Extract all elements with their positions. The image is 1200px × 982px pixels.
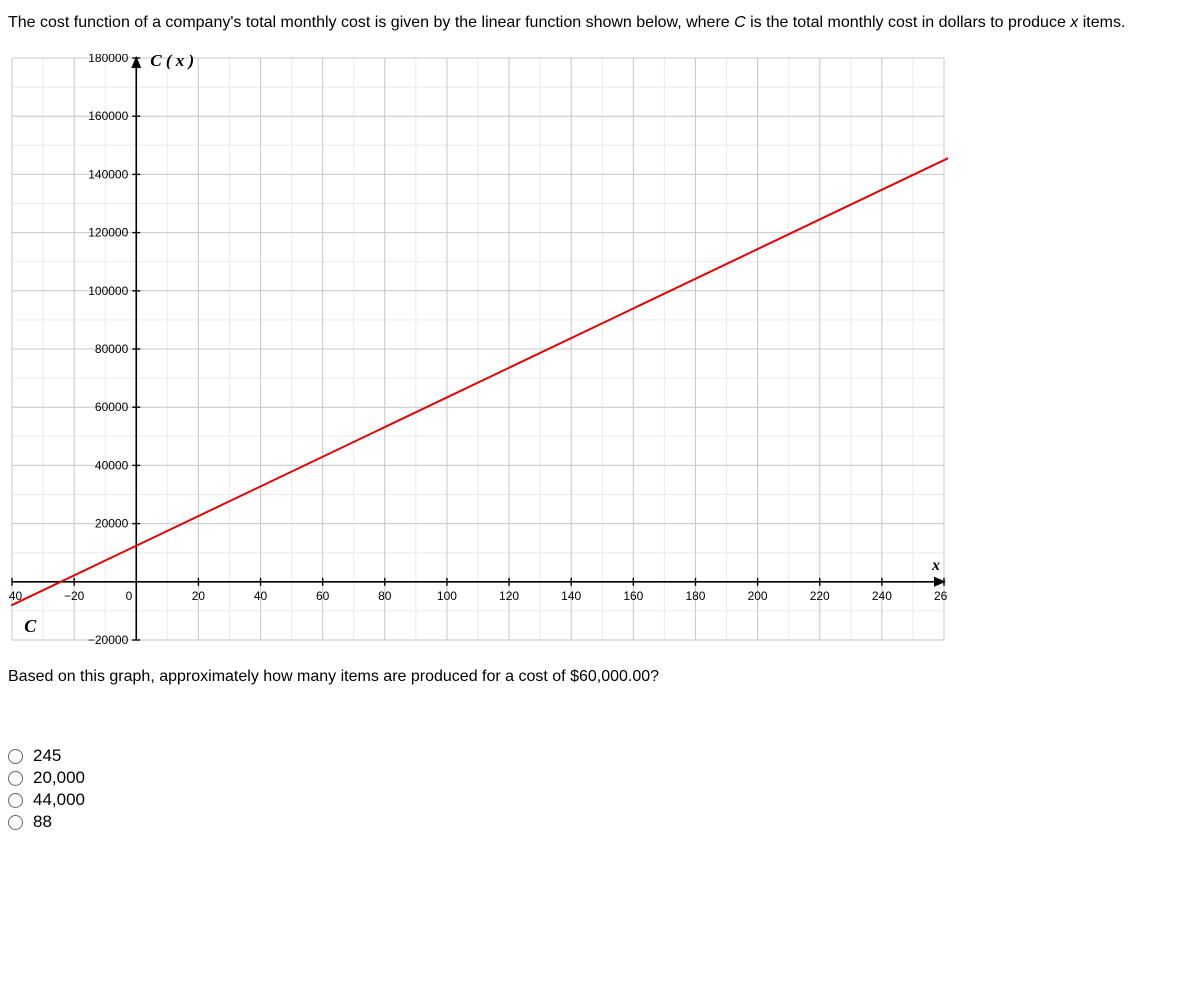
svg-text:20000: 20000: [95, 517, 129, 531]
svg-text:180: 180: [685, 589, 705, 603]
chart-svg: −40−200204060801001201401601802002202402…: [8, 54, 948, 644]
intro-text-1: The cost function of a company's total m…: [8, 14, 734, 31]
svg-text:240: 240: [872, 589, 892, 603]
svg-text:140: 140: [561, 589, 581, 603]
svg-text:x: x: [931, 557, 940, 574]
answer-options: 24520,00044,00088: [8, 746, 1192, 832]
svg-text:120: 120: [499, 589, 519, 603]
svg-text:220: 220: [810, 589, 830, 603]
svg-text:−20: −20: [64, 589, 85, 603]
radio-icon[interactable]: [8, 815, 23, 830]
option-label: 88: [33, 812, 52, 832]
svg-text:160000: 160000: [88, 110, 128, 124]
svg-text:260: 260: [934, 589, 948, 603]
intro-var-c: C: [734, 14, 746, 31]
answer-option[interactable]: 44,000: [8, 790, 1192, 810]
option-label: 44,000: [33, 790, 85, 810]
intro-text-2: is the total monthly cost in dollars to …: [746, 14, 1071, 31]
svg-text:160: 160: [623, 589, 643, 603]
svg-text:60000: 60000: [95, 401, 129, 415]
svg-text:120000: 120000: [88, 226, 128, 240]
answer-option[interactable]: 245: [8, 746, 1192, 766]
svg-text:40000: 40000: [95, 459, 129, 473]
svg-text:0: 0: [126, 589, 133, 603]
svg-text:40: 40: [254, 589, 268, 603]
radio-icon[interactable]: [8, 771, 23, 786]
svg-text:100: 100: [437, 589, 457, 603]
option-label: 245: [33, 746, 61, 766]
svg-text:180000: 180000: [88, 54, 128, 65]
svg-text:C ( x ): C ( x ): [150, 54, 194, 70]
svg-text:140000: 140000: [88, 168, 128, 182]
cost-chart: −40−200204060801001201401601802002202402…: [8, 54, 948, 644]
svg-text:100000: 100000: [88, 284, 128, 298]
svg-text:C: C: [24, 617, 37, 637]
svg-text:200: 200: [748, 589, 768, 603]
svg-text:80000: 80000: [95, 342, 129, 356]
svg-text:60: 60: [316, 589, 330, 603]
answer-option[interactable]: 20,000: [8, 768, 1192, 788]
follow-up-question: Based on this graph, approximately how m…: [8, 668, 1192, 686]
svg-text:−20000: −20000: [88, 633, 129, 644]
option-label: 20,000: [33, 768, 85, 788]
svg-text:20: 20: [192, 589, 206, 603]
question-intro: The cost function of a company's total m…: [8, 12, 1192, 34]
svg-text:80: 80: [378, 589, 392, 603]
radio-icon[interactable]: [8, 749, 23, 764]
answer-option[interactable]: 88: [8, 812, 1192, 832]
intro-text-3: items.: [1078, 14, 1125, 31]
radio-icon[interactable]: [8, 793, 23, 808]
